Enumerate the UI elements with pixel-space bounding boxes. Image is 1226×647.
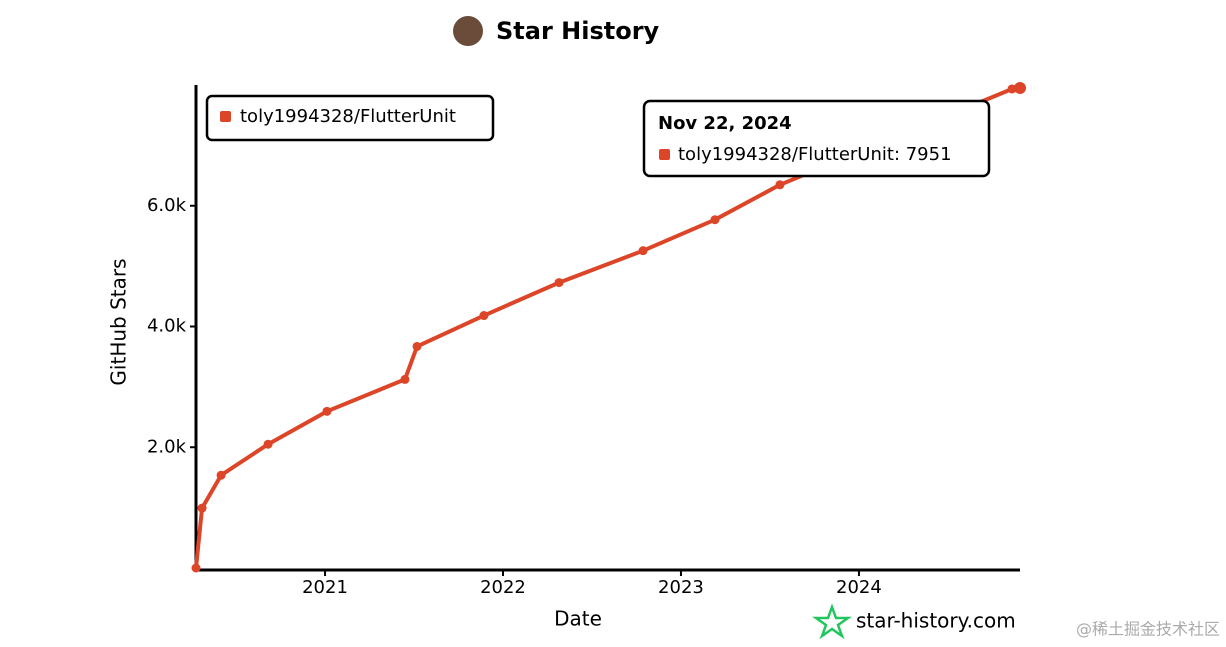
data-point [1014, 81, 1026, 94]
series-line [194, 85, 1021, 569]
x-tick-label: 2022 [480, 577, 526, 598]
chart-title: Star History [496, 17, 660, 45]
data-point [322, 406, 332, 416]
tooltip-swatch [659, 149, 670, 160]
data-point [710, 215, 720, 225]
tooltip-box [642, 99, 991, 178]
data-point [216, 470, 226, 480]
data-point [554, 278, 564, 288]
legend-swatch [220, 111, 231, 122]
avatar [453, 16, 483, 46]
data-point [400, 374, 410, 384]
credit: @稀土掘金技术社区 [1076, 620, 1220, 639]
y-tick-label: 4.0k [147, 316, 187, 337]
legend-label: toly1994328/FlutterUnit [240, 106, 456, 127]
data-point [479, 311, 489, 321]
watermark: star-history.com [856, 609, 1016, 633]
y-tick-label: 6.0k [147, 195, 187, 216]
legend-box [205, 94, 495, 142]
y-axis-label: GitHub Stars [107, 258, 131, 385]
data-point [412, 341, 422, 351]
tooltip-label: toly1994328/FlutterUnit: 7951 [678, 144, 952, 165]
tooltip-title: Nov 22, 2024 [658, 113, 792, 134]
x-tick-label: 2024 [836, 577, 882, 598]
x-tick-label: 2023 [658, 577, 704, 598]
x-axis-label: Date [554, 607, 602, 631]
data-point [191, 563, 201, 573]
x-tick-label: 2021 [302, 577, 348, 598]
logo [812, 603, 852, 640]
data-point [197, 503, 207, 513]
y-tick-label: 2.0k [147, 436, 187, 457]
data-point [775, 180, 785, 190]
data-point [638, 246, 648, 256]
data-point [263, 439, 273, 449]
